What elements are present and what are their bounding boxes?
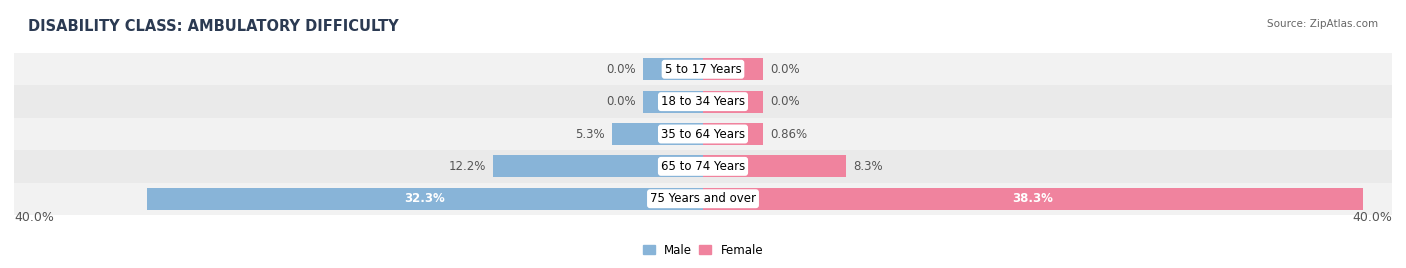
Text: 8.3%: 8.3% bbox=[853, 160, 883, 173]
Text: 75 Years and over: 75 Years and over bbox=[650, 192, 756, 205]
Text: 0.0%: 0.0% bbox=[770, 63, 800, 76]
Text: 65 to 74 Years: 65 to 74 Years bbox=[661, 160, 745, 173]
Text: 40.0%: 40.0% bbox=[14, 211, 53, 224]
Text: Source: ZipAtlas.com: Source: ZipAtlas.com bbox=[1267, 19, 1378, 29]
Text: DISABILITY CLASS: AMBULATORY DIFFICULTY: DISABILITY CLASS: AMBULATORY DIFFICULTY bbox=[28, 19, 399, 34]
Text: 38.3%: 38.3% bbox=[1012, 192, 1053, 205]
Bar bbox=[14, 118, 1392, 150]
Bar bbox=[703, 188, 1362, 210]
Text: 12.2%: 12.2% bbox=[449, 160, 486, 173]
Bar bbox=[14, 150, 1392, 183]
Bar bbox=[643, 91, 703, 113]
Text: 0.0%: 0.0% bbox=[606, 63, 636, 76]
Bar bbox=[494, 155, 703, 177]
Text: 18 to 34 Years: 18 to 34 Years bbox=[661, 95, 745, 108]
Bar bbox=[14, 53, 1392, 85]
Text: 40.0%: 40.0% bbox=[1353, 211, 1392, 224]
Bar bbox=[703, 91, 763, 113]
Legend: Male, Female: Male, Female bbox=[643, 244, 763, 257]
Text: 32.3%: 32.3% bbox=[405, 192, 446, 205]
Bar bbox=[703, 155, 846, 177]
Text: 35 to 64 Years: 35 to 64 Years bbox=[661, 128, 745, 140]
Bar bbox=[14, 85, 1392, 118]
Text: 0.0%: 0.0% bbox=[770, 95, 800, 108]
Text: 5.3%: 5.3% bbox=[575, 128, 605, 140]
Bar bbox=[612, 123, 703, 145]
Bar bbox=[703, 58, 763, 80]
Text: 0.86%: 0.86% bbox=[770, 128, 807, 140]
Bar bbox=[14, 183, 1392, 215]
Text: 5 to 17 Years: 5 to 17 Years bbox=[665, 63, 741, 76]
Bar bbox=[703, 123, 763, 145]
Text: 0.0%: 0.0% bbox=[606, 95, 636, 108]
Bar bbox=[643, 58, 703, 80]
Bar bbox=[146, 188, 703, 210]
